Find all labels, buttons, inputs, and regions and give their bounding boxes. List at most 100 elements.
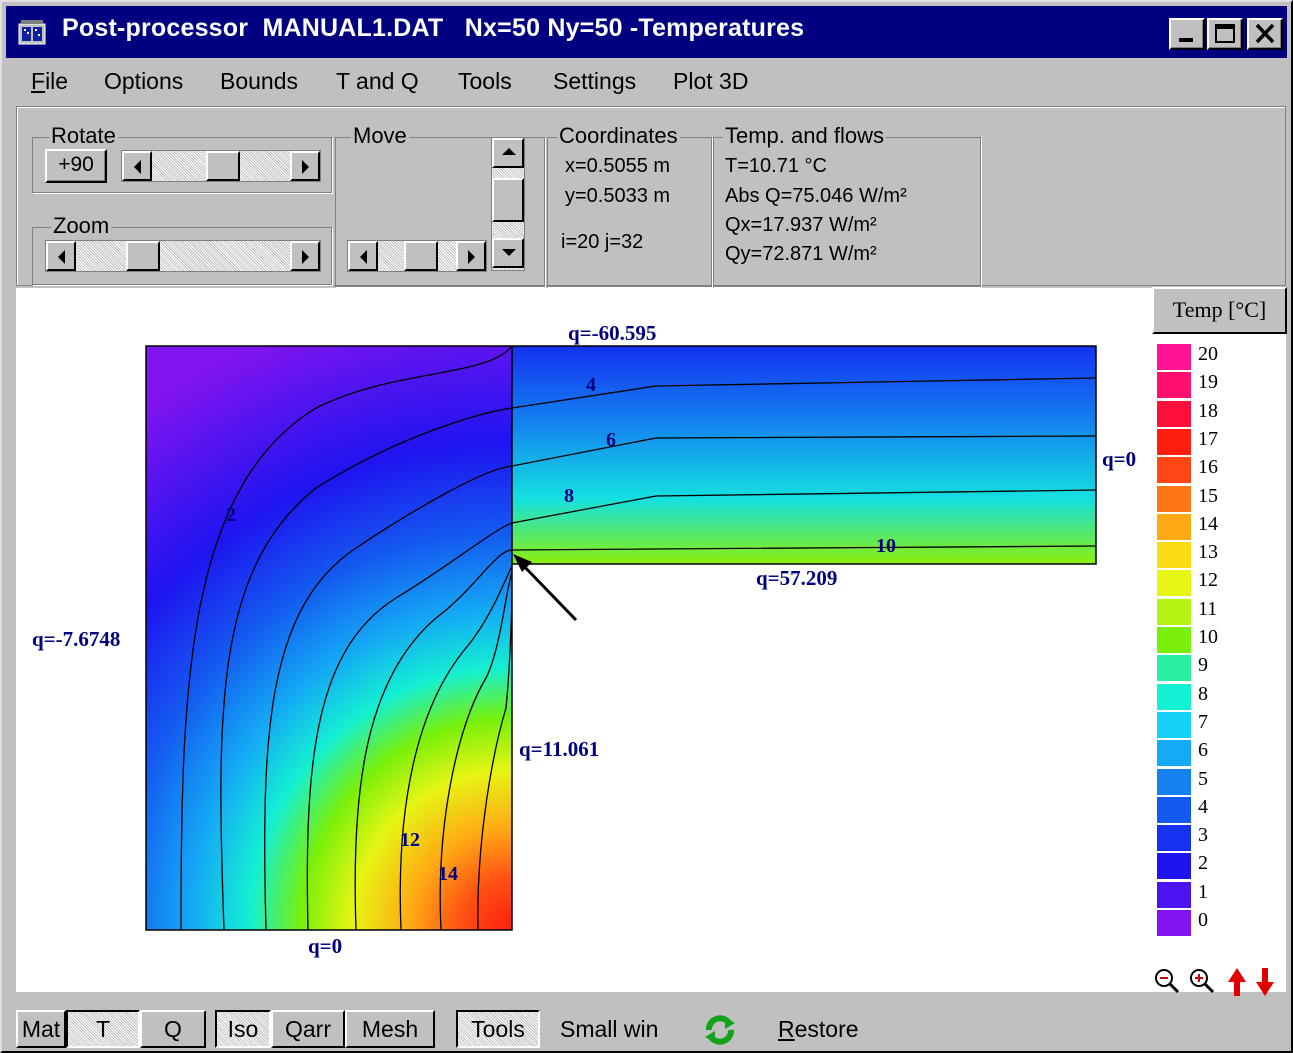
legend-label: 12	[1198, 569, 1218, 592]
app-icon	[18, 20, 46, 45]
legend-label: 19	[1198, 371, 1218, 394]
legend-label: 15	[1198, 484, 1218, 507]
close-button[interactable]	[1247, 18, 1283, 50]
menu-t-and-q[interactable]: T and Q	[336, 68, 419, 94]
q-button[interactable]: Q	[140, 1010, 206, 1048]
rotate-90-button[interactable]: +90	[45, 149, 107, 183]
legend-label: 20	[1198, 343, 1218, 365]
flux-inner-label: q=11.061	[519, 737, 599, 761]
legend-swatch	[1157, 570, 1191, 597]
legend-label: 1	[1198, 880, 1208, 903]
legend-label: 18	[1198, 399, 1218, 422]
move-scroll-left[interactable]	[348, 241, 378, 271]
legend-swatch	[1157, 344, 1191, 370]
plot-canvas[interactable]: q=-60.595 q=0 q=57.209 q=-7.6748 q=11.06…	[16, 288, 1286, 992]
legend-swatch	[1157, 740, 1191, 767]
legend-label: 4	[1198, 795, 1208, 818]
zoom-scroll-left[interactable]	[46, 241, 76, 271]
legend-label: 7	[1198, 710, 1208, 733]
refresh-icon[interactable]	[703, 1014, 737, 1046]
minimize-icon	[1179, 38, 1193, 42]
move-h-scroll-thumb[interactable]	[404, 241, 438, 271]
menu-options[interactable]: Options	[104, 68, 184, 94]
arrow-up-icon[interactable]	[1228, 968, 1246, 996]
legend-swatch	[1157, 853, 1191, 880]
zoom-scroll-thumb[interactable]	[126, 241, 160, 271]
zoom-out-icon[interactable]	[1155, 969, 1180, 994]
legend-label: 13	[1198, 541, 1218, 564]
menu-file[interactable]: File	[31, 68, 68, 95]
title-bar[interactable]: Post-processor MANUAL1.DAT Nx=50 Ny=50 -…	[6, 6, 1287, 58]
legend-swatch	[1157, 768, 1191, 795]
arrow-right-icon	[302, 250, 316, 264]
zoom-scrollbar[interactable]	[45, 240, 321, 272]
menu-bounds[interactable]: Bounds	[220, 68, 299, 94]
temp-flows-title: Temp. and flows	[723, 123, 886, 148]
zoom-in-icon[interactable]	[1190, 969, 1215, 994]
control-panel: Rotate +90 Zoom Move Coordi	[16, 106, 1286, 287]
qarr-button[interactable]: Qarr	[271, 1010, 345, 1048]
mat-button[interactable]: Mat	[16, 1010, 66, 1048]
window-title: Post-processor MANUAL1.DAT Nx=50 Ny=50 -…	[62, 14, 805, 42]
flux-top-label: q=-60.595	[568, 321, 656, 345]
rotate-scrollbar[interactable]	[121, 150, 321, 182]
small-win-button[interactable]: Small win	[560, 1016, 659, 1042]
move-scroll-down[interactable]	[492, 238, 524, 268]
legend-label: 2	[1198, 852, 1208, 875]
legend-swatch	[1157, 598, 1191, 625]
qx-value: Qx=17.937 W/m²	[725, 214, 877, 236]
move-v-scroll-thumb[interactable]	[492, 178, 524, 222]
legend-swatch	[1157, 910, 1191, 936]
minimize-button[interactable]	[1169, 18, 1205, 50]
rotate-scroll-right[interactable]	[290, 151, 320, 181]
maximize-button[interactable]	[1207, 18, 1243, 50]
legend-swatch	[1157, 796, 1191, 823]
restore-mnemonic: R	[778, 1016, 795, 1042]
restore-button[interactable]: Restore	[778, 1016, 859, 1043]
rotate-scroll-thumb[interactable]	[206, 151, 240, 181]
move-scroll-right[interactable]	[456, 241, 486, 271]
move-scroll-up[interactable]	[492, 138, 524, 168]
iso-button[interactable]: Iso	[215, 1010, 271, 1048]
arrow-down-icon	[502, 249, 516, 263]
menu-tools[interactable]: Tools	[458, 68, 512, 94]
legend-label: 11	[1198, 597, 1218, 620]
arrow-left-icon	[127, 160, 141, 174]
rotate-scroll-left[interactable]	[122, 151, 152, 181]
mesh-button[interactable]: Mesh	[345, 1010, 435, 1048]
flux-right-label: q=0	[1102, 447, 1136, 471]
legend-swatch	[1157, 485, 1191, 512]
iso-label-10: 10	[876, 535, 896, 557]
legend-label: 9	[1198, 654, 1208, 677]
legend-label: 8	[1198, 682, 1208, 705]
temperature-field	[146, 346, 1096, 930]
menu-plot3d[interactable]: Plot 3D	[673, 68, 749, 94]
absq-value: Abs Q=75.046 W/m²	[725, 185, 907, 207]
flux-step-label: q=57.209	[756, 566, 837, 590]
legend-label: 16	[1198, 456, 1218, 479]
iso-label-12: 12	[400, 829, 420, 851]
legend-swatch	[1157, 400, 1191, 427]
temperature-plot[interactable]: q=-60.595 q=0 q=57.209 q=-7.6748 q=11.06…	[16, 288, 1151, 992]
zoom-scroll-right[interactable]	[290, 241, 320, 271]
legend-swatch	[1157, 655, 1191, 682]
legend-swatch	[1157, 711, 1191, 738]
t-button[interactable]: T	[66, 1010, 140, 1048]
tools-button[interactable]: Tools	[456, 1010, 540, 1048]
menu-file-mnemonic: F	[31, 68, 46, 94]
legend-label: 0	[1198, 909, 1208, 931]
arrow-down-icon[interactable]	[1256, 968, 1274, 996]
menu-settings[interactable]: Settings	[553, 68, 637, 94]
status-bar: Mat T Q Iso Qarr Mesh Tools Small win Re…	[6, 1006, 1287, 1050]
legend-swatch	[1157, 513, 1191, 540]
temp-value: T=10.71 °C	[725, 155, 827, 177]
legend-swatch	[1157, 825, 1191, 852]
move-h-scrollbar[interactable]	[347, 240, 487, 272]
legend-swatch	[1157, 881, 1191, 908]
zoom-group	[32, 227, 332, 285]
iso-label-6: 6	[606, 429, 616, 451]
coord-x: x=0.5055 m	[565, 155, 671, 177]
legend-title-button[interactable]: Temp [°C]	[1152, 287, 1287, 334]
move-v-scrollbar[interactable]	[491, 137, 525, 271]
